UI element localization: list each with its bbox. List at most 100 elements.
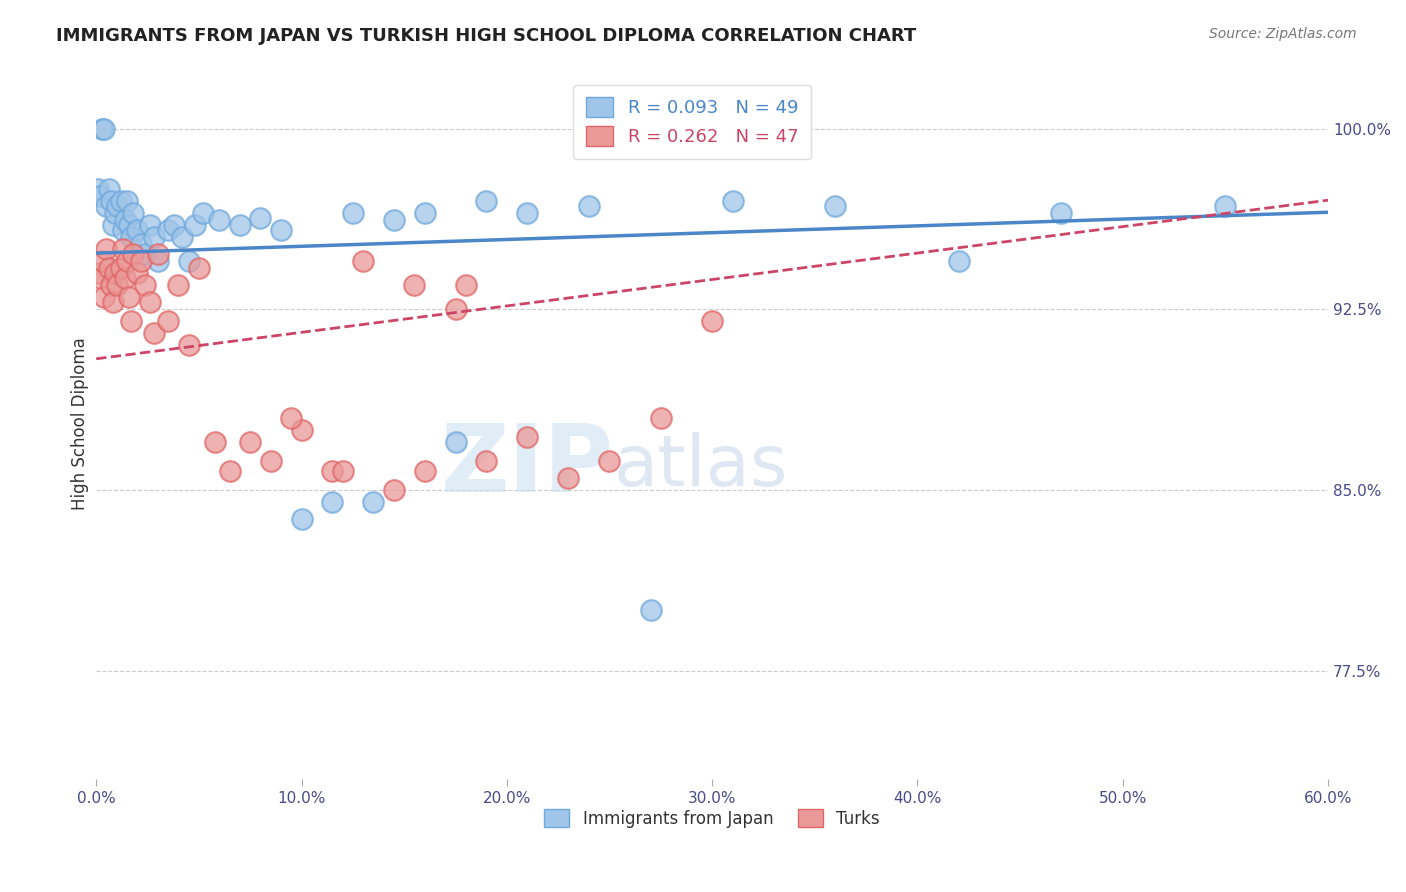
Point — [127, 223, 149, 237]
Point — [321, 495, 343, 509]
Point — [280, 410, 302, 425]
Point — [557, 471, 579, 485]
Point — [249, 211, 271, 225]
Point — [101, 218, 124, 232]
Point — [1215, 199, 1237, 213]
Point — [111, 223, 134, 237]
Point — [104, 206, 127, 220]
Legend: Immigrants from Japan, Turks: Immigrants from Japan, Turks — [537, 803, 887, 835]
Point — [115, 194, 138, 208]
Point — [1050, 206, 1073, 220]
Point — [87, 266, 110, 280]
Point — [111, 242, 134, 256]
Point — [404, 278, 426, 293]
Point — [101, 295, 124, 310]
Point — [177, 254, 200, 268]
Point — [332, 464, 354, 478]
Point — [321, 464, 343, 478]
Point — [598, 454, 620, 468]
Point — [122, 206, 145, 220]
Point — [142, 230, 165, 244]
Point — [89, 189, 111, 203]
Point — [100, 278, 122, 293]
Point — [290, 423, 312, 437]
Point — [948, 254, 970, 268]
Point — [118, 218, 141, 232]
Point — [475, 454, 498, 468]
Point — [352, 254, 374, 268]
Point — [172, 230, 194, 244]
Text: IMMIGRANTS FROM JAPAN VS TURKISH HIGH SCHOOL DIPLOMA CORRELATION CHART: IMMIGRANTS FROM JAPAN VS TURKISH HIGH SC… — [56, 27, 917, 45]
Point — [260, 454, 283, 468]
Point — [93, 121, 115, 136]
Text: atlas: atlas — [613, 432, 787, 500]
Point — [115, 254, 138, 268]
Point — [87, 182, 110, 196]
Point — [118, 290, 141, 304]
Point — [114, 271, 136, 285]
Point — [127, 266, 149, 280]
Point — [163, 218, 186, 232]
Point — [105, 199, 128, 213]
Point — [96, 242, 118, 256]
Point — [120, 230, 142, 244]
Point — [204, 434, 226, 449]
Point — [100, 194, 122, 208]
Point — [93, 290, 115, 304]
Point — [114, 213, 136, 227]
Point — [702, 314, 724, 328]
Y-axis label: High School Diploma: High School Diploma — [72, 337, 89, 510]
Point — [91, 121, 114, 136]
Point — [650, 410, 672, 425]
Point — [475, 194, 498, 208]
Point — [157, 314, 180, 328]
Point — [187, 261, 209, 276]
Point — [270, 223, 292, 237]
Point — [122, 247, 145, 261]
Point — [91, 254, 114, 268]
Point — [131, 237, 153, 252]
Point — [413, 464, 436, 478]
Point — [146, 247, 169, 261]
Text: Source: ZipAtlas.com: Source: ZipAtlas.com — [1209, 27, 1357, 41]
Point — [167, 278, 190, 293]
Point — [342, 206, 364, 220]
Point — [110, 261, 132, 276]
Point — [104, 266, 127, 280]
Point — [229, 218, 252, 232]
Point — [382, 483, 405, 497]
Point — [218, 464, 240, 478]
Point — [516, 430, 538, 444]
Point — [97, 261, 120, 276]
Text: ZIP: ZIP — [440, 420, 613, 512]
Point — [640, 603, 662, 617]
Point — [721, 194, 744, 208]
Point — [382, 213, 405, 227]
Point — [157, 223, 180, 237]
Point — [138, 295, 160, 310]
Point — [578, 199, 600, 213]
Point — [363, 495, 385, 509]
Point — [131, 254, 153, 268]
Point — [138, 218, 160, 232]
Point — [208, 213, 231, 227]
Point — [177, 338, 200, 352]
Point — [184, 218, 207, 232]
Point — [191, 206, 214, 220]
Point — [120, 314, 142, 328]
Point — [146, 254, 169, 268]
Point — [134, 247, 156, 261]
Point — [413, 206, 436, 220]
Point — [96, 199, 118, 213]
Point — [97, 182, 120, 196]
Point — [105, 278, 128, 293]
Point — [134, 278, 156, 293]
Point — [454, 278, 477, 293]
Point — [516, 206, 538, 220]
Point — [89, 271, 111, 285]
Point — [142, 326, 165, 341]
Point — [444, 302, 467, 317]
Point — [290, 512, 312, 526]
Point — [239, 434, 262, 449]
Point — [110, 194, 132, 208]
